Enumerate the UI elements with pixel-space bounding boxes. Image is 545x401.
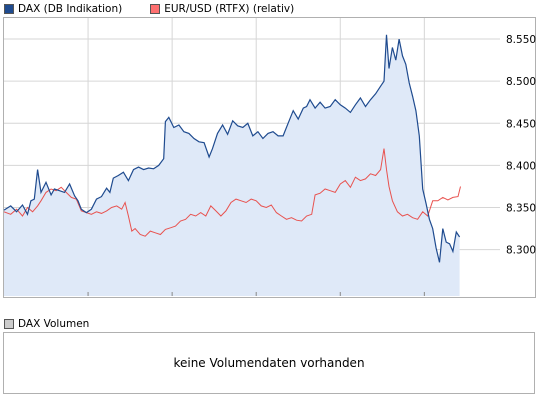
volume-empty-message: keine Volumendaten vorhanden bbox=[173, 356, 365, 370]
volume-swatch-icon bbox=[4, 319, 14, 329]
dax-area-fill bbox=[4, 34, 460, 297]
legend-label-dax: DAX (DB Indikation) bbox=[18, 3, 123, 15]
dax-series-line bbox=[3, 34, 461, 263]
y-tick-label: 8.450 bbox=[506, 118, 536, 130]
volume-legend: DAX Volumen bbox=[4, 318, 89, 330]
legend-item-eurusd: EUR/USD (RTFX) (relativ) bbox=[150, 3, 294, 15]
legend-label-eurusd: EUR/USD (RTFX) (relativ) bbox=[164, 3, 295, 15]
y-tick-label: 8.550 bbox=[506, 34, 536, 46]
price-chart: 8.3008.3508.4008.4508.5008.55017.20.21.2… bbox=[3, 17, 536, 298]
y-tick-label: 8.350 bbox=[506, 203, 536, 215]
axis-labels: 8.3008.3508.4008.4508.5008.55017.20.21.2… bbox=[87, 34, 536, 296]
dax-swatch-icon bbox=[4, 4, 14, 14]
y-tick-label: 8.500 bbox=[506, 76, 536, 88]
eurusd-swatch-icon bbox=[150, 4, 161, 14]
y-tick-label: 8.400 bbox=[506, 160, 536, 172]
volume-legend-label: DAX Volumen bbox=[18, 318, 90, 330]
series-layer bbox=[3, 34, 461, 297]
chart-legend: DAX (DB Indikation) EUR/USD (RTFX) (rela… bbox=[4, 2, 322, 16]
y-tick-label: 8.300 bbox=[506, 245, 536, 257]
legend-item-dax: DAX (DB Indikation) bbox=[4, 3, 122, 15]
volume-panel: keine Volumendaten vorhanden bbox=[3, 332, 535, 394]
